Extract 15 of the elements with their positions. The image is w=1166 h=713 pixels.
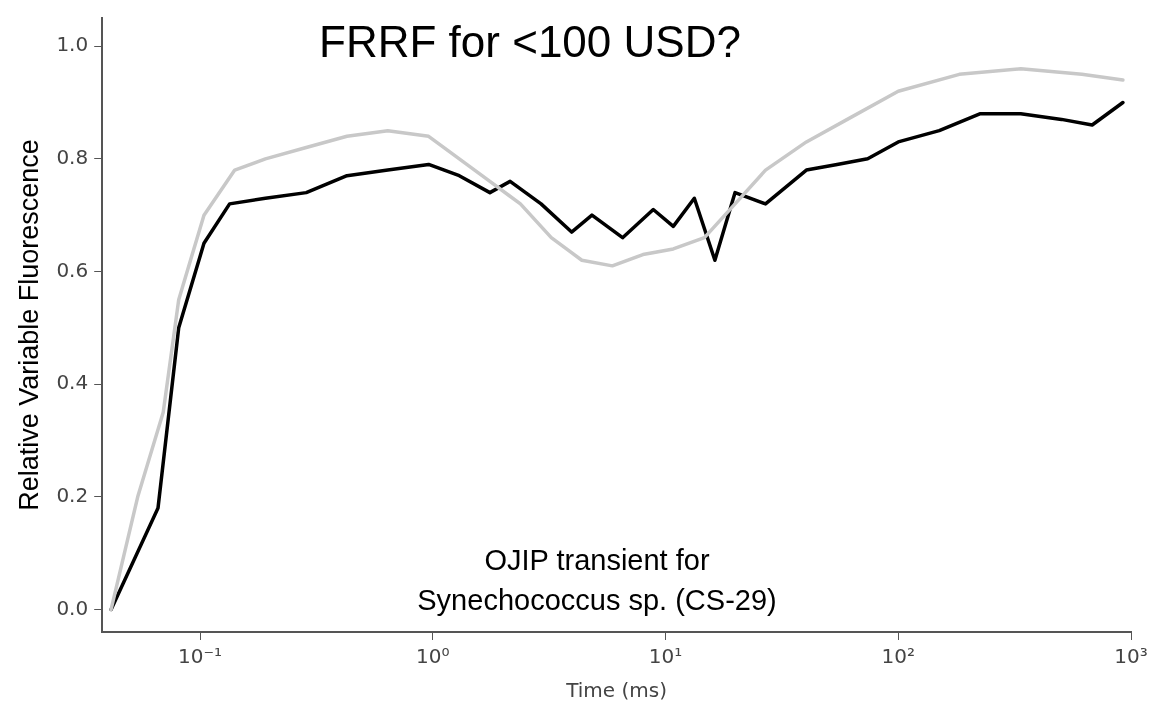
y-tick-label: 0.8 (56, 145, 89, 170)
x-tick-label: 10⁻¹ (178, 644, 223, 669)
x-axis-title: Time (ms) (565, 678, 668, 703)
y-tick-label: 0.4 (56, 370, 89, 395)
y-axis-title: Relative Variable Fluorescence (13, 139, 44, 511)
x-tick-label: 10³ (1114, 644, 1148, 669)
chart-title: FRRF for <100 USD? (319, 17, 741, 67)
y-tick-label: 0.2 (56, 483, 89, 508)
x-tick-label: 10¹ (648, 644, 683, 669)
y-tick-label: 0.6 (56, 257, 89, 282)
x-tick-label: 10² (881, 644, 915, 669)
y-tick-label: 0.0 (56, 595, 89, 620)
y-tick-label: 1.0 (56, 32, 89, 57)
x-tick-label: 10⁰ (416, 644, 450, 669)
annotation: OJIP transient for Synechococcus sp. (CS-29) (417, 544, 777, 616)
